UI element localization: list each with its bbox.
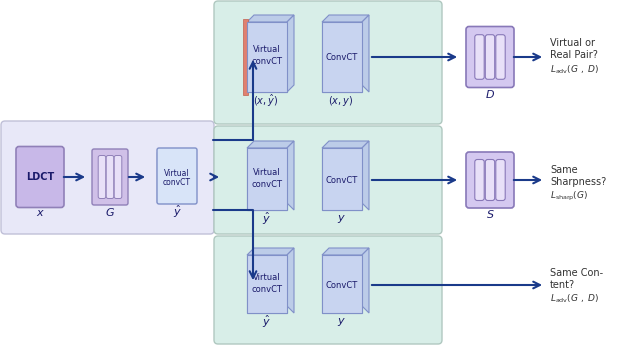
Text: $\hat{y}$: $\hat{y}$	[173, 204, 182, 220]
Text: $D$: $D$	[485, 88, 495, 99]
Text: ConvCT: ConvCT	[326, 176, 358, 185]
Polygon shape	[287, 248, 294, 313]
FancyBboxPatch shape	[247, 22, 287, 92]
Text: convCT: convCT	[252, 285, 282, 294]
Text: $\hat{y}$: $\hat{y}$	[262, 314, 271, 330]
Text: Real Pair?: Real Pair?	[550, 50, 598, 60]
Text: Virtual: Virtual	[253, 168, 281, 177]
FancyBboxPatch shape	[157, 152, 193, 202]
Text: Virtual: Virtual	[253, 273, 281, 282]
Polygon shape	[247, 15, 294, 22]
FancyBboxPatch shape	[243, 19, 248, 95]
Polygon shape	[287, 15, 294, 92]
Polygon shape	[247, 248, 294, 255]
Text: $L_{\mathrm{adv}}(G\ ,\ D)$: $L_{\mathrm{adv}}(G\ ,\ D)$	[550, 293, 600, 305]
Text: $\hat{y}$: $\hat{y}$	[262, 211, 271, 227]
FancyBboxPatch shape	[114, 156, 122, 198]
Text: Same: Same	[550, 165, 578, 175]
Text: LDCT: LDCT	[26, 172, 54, 182]
FancyBboxPatch shape	[322, 22, 362, 92]
Text: convCT: convCT	[163, 177, 191, 187]
Text: Same Con-: Same Con-	[550, 268, 603, 278]
FancyBboxPatch shape	[214, 1, 442, 124]
FancyBboxPatch shape	[92, 149, 128, 205]
FancyBboxPatch shape	[214, 126, 442, 234]
Polygon shape	[247, 141, 294, 148]
Text: $y$: $y$	[337, 213, 346, 225]
FancyBboxPatch shape	[214, 236, 442, 344]
FancyBboxPatch shape	[157, 148, 197, 204]
Text: $L_{\mathrm{sharp}}(G)$: $L_{\mathrm{sharp}}(G)$	[550, 189, 588, 203]
FancyBboxPatch shape	[98, 156, 106, 198]
FancyBboxPatch shape	[475, 35, 484, 79]
FancyBboxPatch shape	[496, 159, 505, 200]
Polygon shape	[322, 141, 369, 148]
FancyBboxPatch shape	[247, 148, 287, 210]
FancyBboxPatch shape	[247, 22, 287, 92]
Text: $S$: $S$	[486, 208, 494, 220]
Text: $L_{\mathrm{adv}}(G\ ,\ D)$: $L_{\mathrm{adv}}(G\ ,\ D)$	[550, 64, 600, 76]
Polygon shape	[322, 248, 369, 255]
FancyBboxPatch shape	[496, 35, 505, 79]
Text: ConvCT: ConvCT	[326, 280, 358, 289]
FancyBboxPatch shape	[247, 255, 287, 313]
FancyBboxPatch shape	[247, 148, 287, 210]
Text: $x$: $x$	[36, 207, 44, 217]
FancyBboxPatch shape	[322, 22, 362, 92]
Polygon shape	[362, 141, 369, 210]
Polygon shape	[362, 15, 369, 92]
Text: tent?: tent?	[550, 280, 575, 290]
Text: $(x,\hat{y})$: $(x,\hat{y})$	[253, 93, 278, 109]
Text: $y$: $y$	[337, 316, 346, 328]
FancyBboxPatch shape	[485, 35, 495, 79]
FancyBboxPatch shape	[106, 156, 114, 198]
Text: Virtual or: Virtual or	[550, 38, 595, 48]
Text: $(x,y)$: $(x,y)$	[328, 94, 354, 108]
Text: Virtual: Virtual	[253, 45, 281, 53]
FancyBboxPatch shape	[475, 159, 484, 200]
FancyBboxPatch shape	[247, 255, 287, 313]
FancyBboxPatch shape	[322, 148, 362, 210]
Polygon shape	[322, 15, 369, 22]
FancyBboxPatch shape	[485, 159, 495, 200]
FancyBboxPatch shape	[1, 121, 214, 234]
Text: Virtual: Virtual	[164, 168, 190, 177]
FancyBboxPatch shape	[322, 255, 362, 313]
Text: ConvCT: ConvCT	[326, 52, 358, 61]
Text: convCT: convCT	[252, 57, 282, 66]
FancyBboxPatch shape	[322, 148, 362, 210]
FancyBboxPatch shape	[466, 152, 514, 208]
Polygon shape	[287, 141, 294, 210]
Polygon shape	[362, 248, 369, 313]
Text: Sharpness?: Sharpness?	[550, 177, 606, 187]
Text: $G$: $G$	[105, 206, 115, 218]
FancyBboxPatch shape	[466, 27, 514, 88]
FancyBboxPatch shape	[322, 255, 362, 313]
FancyBboxPatch shape	[16, 147, 64, 207]
Text: convCT: convCT	[252, 179, 282, 188]
